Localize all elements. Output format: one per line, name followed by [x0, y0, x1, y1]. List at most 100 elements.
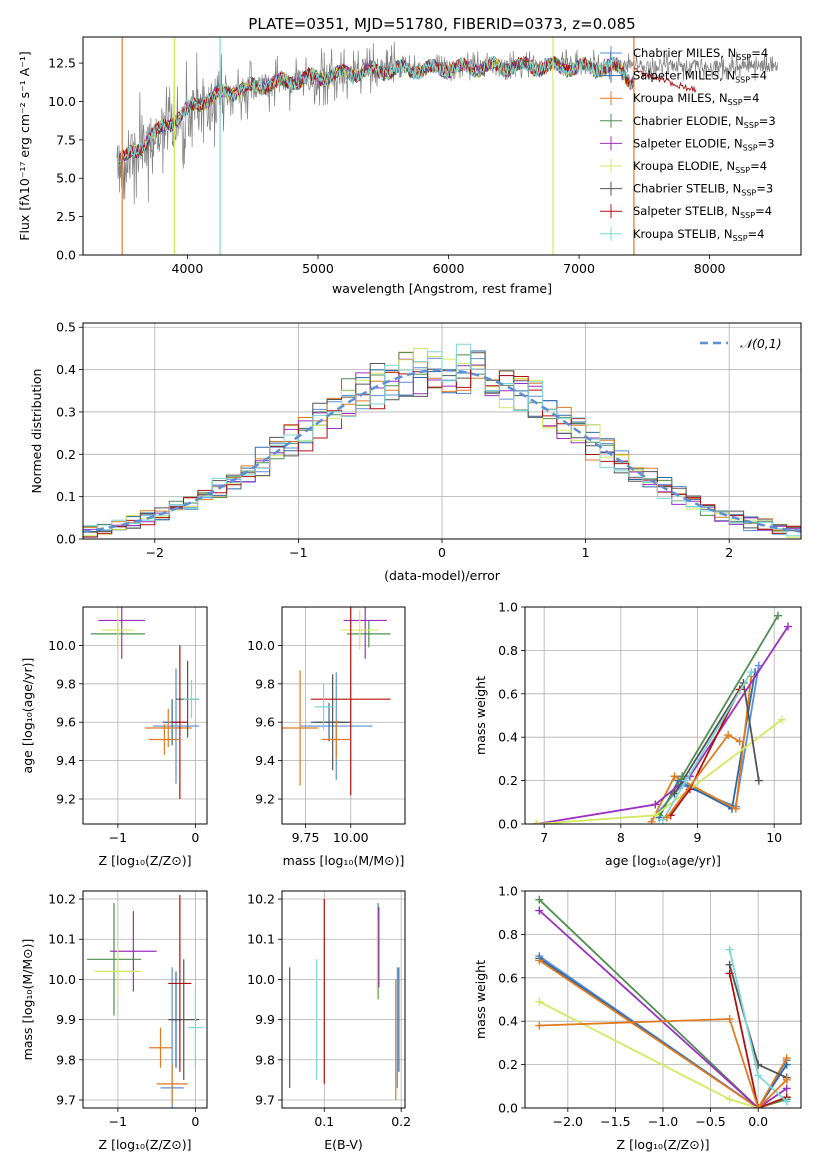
figure-title: PLATE=0351, MJD=51780, FIBERID=0373, z=0…	[248, 15, 635, 33]
y-tick-label: 10.0	[48, 638, 76, 653]
x-tick-label: 0.0	[748, 1114, 768, 1129]
model-spectrum-line	[119, 55, 634, 163]
y-tick-label: 0.2	[498, 1057, 518, 1072]
legend-entry: Salpeter STELIB, NSSP=4	[633, 204, 772, 220]
y-tick-label: 0.6	[498, 970, 518, 985]
y-tick-label: 10.1	[247, 932, 275, 947]
x-tick-label: 9	[694, 830, 702, 845]
panel-residuals: −2 −1 0 1 2 0.0 0.1 0.2 0.3 0.4 0.5 𝒩(0,1) (data-mod…	[29, 320, 802, 583]
mass-weight-marker	[535, 1021, 544, 1030]
legend-entry: Chabrier ELODIE, NSSP=3	[633, 114, 776, 130]
plot-area-age_vs_mass	[282, 607, 405, 824]
mass-weight-marker	[783, 622, 792, 631]
y-tick-label: 10.1	[48, 932, 76, 947]
x-tick-label: 8000	[694, 261, 726, 276]
mass-weight-marker	[782, 1054, 791, 1063]
y-tick-label: 0.0	[498, 1101, 518, 1116]
y-tick-label: 0.3	[56, 404, 76, 419]
y-axis-label: mass [log₁₀(M/M⊙)]	[20, 939, 35, 1061]
x-axis-label: age [log₁₀(age/yr)]	[605, 853, 721, 868]
y-tick-label: 9.9	[56, 1012, 76, 1027]
legend-entry: Salpeter ELODIE, NSSP=3	[633, 136, 775, 152]
y-tick-label: 2.5	[56, 209, 76, 224]
x-tick-label: 4000	[172, 261, 204, 276]
y-tick-label: 10.2	[48, 892, 76, 907]
y-tick-label: 0.4	[498, 1014, 518, 1029]
legend-entry: Chabrier STELIB, NSSP=3	[633, 182, 773, 198]
x-tick-label: 0.2	[391, 1114, 411, 1129]
y-tick-label: 10.0	[247, 972, 275, 987]
mass-weight-marker	[725, 945, 734, 954]
x-tick-label: −1.0	[648, 1114, 678, 1129]
x-tick-label: −2.0	[553, 1114, 583, 1129]
plot-area-mass_weight_vs_Z	[525, 891, 801, 1108]
x-axis-label: (data-model)/error	[384, 568, 501, 583]
mass-weight-marker	[535, 906, 544, 915]
x-axis-label: Z [log₁₀(Z/Z⊙)]	[99, 853, 192, 868]
panel-mass_vs_Z: −1 0 9.7 9.8 9.9 10.0 10.1 10.2 Z [log₁₀(Z/Z⊙)] m…	[20, 890, 208, 1152]
y-tick-label: 5.0	[56, 171, 76, 186]
mass-weight-marker	[774, 611, 782, 620]
y-tick-label: 9.8	[56, 676, 76, 691]
legend-entry: Salpeter MILES, NSSP=4	[633, 69, 767, 85]
plot-area-mass_vs_Z	[83, 891, 207, 1108]
mass-weight-marker	[754, 1104, 763, 1108]
x-tick-label: 0.1	[314, 1114, 334, 1129]
y-tick-label: 0.2	[56, 447, 76, 462]
y-tick-label: 12.5	[48, 56, 76, 71]
y-tick-label: 1.0	[498, 600, 518, 615]
plot-area-residuals	[83, 323, 801, 539]
mass-weight-marker	[535, 997, 544, 1006]
y-tick-label: 9.4	[56, 753, 76, 768]
plot-area-mass_weight_vs_age	[525, 607, 801, 824]
mass-weight-marker	[782, 1097, 791, 1106]
x-axis-label: Z [log₁₀(Z/Z⊙)]	[99, 1137, 192, 1152]
y-tick-label: 9.2	[56, 792, 76, 807]
legend-entry: 𝒩(0,1)	[740, 336, 782, 351]
mass-weight-marker	[535, 895, 544, 904]
panel-mass_vs_EBV: 0.1 0.2 9.7 9.8 9.9 10.0 10.1 10.2 E(B-V)	[247, 890, 411, 1152]
mass-weight-marker	[754, 776, 763, 785]
y-tick-label: 10.2	[247, 892, 275, 907]
x-tick-label: −1	[109, 1114, 127, 1129]
x-tick-label: 10	[766, 830, 782, 845]
legend-entry: Kroupa MILES, NSSP=4	[633, 91, 759, 107]
residual-histogram	[83, 343, 801, 537]
mass-weight-marker	[535, 956, 544, 965]
legend: 𝒩(0,1)	[700, 336, 782, 351]
panel-age_vs_Z: −1 0 9.2 9.4 9.6 9.8 10.0 Z [log₁₀(Z/Z⊙)] age [l…	[20, 606, 208, 868]
legend: Chabrier MILES, NSSP=4 Salpeter MILES, NS…	[600, 46, 776, 243]
mass-weight-marker	[647, 817, 656, 824]
y-tick-label: 0.1	[56, 489, 76, 504]
y-tick-label: 0.0	[56, 532, 76, 547]
panel-mass_weight_vs_age: 7 8 9 10 0.0 0.2 0.4 0.6 0.8 1.0 age [log₁₀(age/yr…	[473, 600, 802, 868]
x-tick-label: 9.75	[292, 830, 320, 845]
legend-entry: Kroupa STELIB, NSSP=4	[633, 227, 764, 243]
mass-weight-line	[728, 973, 788, 1108]
mass-weight-marker	[782, 1084, 791, 1093]
panel-spectrum: 4000 5000 6000 7000 8000 0.0 2.5 5.0 7.5 10.0 12.5…	[17, 36, 802, 296]
y-tick-label: 9.8	[56, 1052, 76, 1067]
mass-weight-marker	[725, 1095, 734, 1104]
axes-frame	[281, 890, 406, 1109]
plot-area-age_vs_Z	[83, 607, 207, 824]
y-tick-label: 0.0	[498, 817, 518, 832]
y-tick-label: 0.0	[56, 248, 76, 263]
y-tick-label: 0.5	[56, 320, 76, 335]
y-tick-label: 7.5	[56, 132, 76, 147]
x-axis-label: wavelength [Angstrom, rest frame]	[332, 281, 552, 296]
mass-weight-marker	[532, 820, 541, 824]
legend-entry: Kroupa ELODIE, NSSP=4	[633, 159, 767, 175]
mass-weight-line	[538, 909, 788, 1108]
x-tick-label: −1	[109, 830, 127, 845]
x-tick-label: 10.00	[333, 830, 369, 845]
mass-weight-marker	[670, 789, 679, 798]
plot-area-spectrum	[116, 37, 778, 255]
mass-weight-marker	[651, 811, 660, 820]
y-tick-label: 9.2	[255, 792, 275, 807]
x-tick-label: 7000	[563, 261, 595, 276]
mass-weight-line	[538, 899, 787, 1108]
y-tick-label: 1.0	[498, 884, 518, 899]
y-tick-label: 9.8	[255, 1052, 275, 1067]
